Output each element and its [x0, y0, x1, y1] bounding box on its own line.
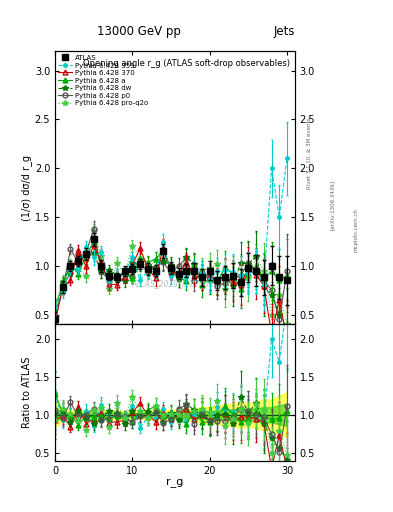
Text: Opening angle r_g (ATLAS soft-drop observables): Opening angle r_g (ATLAS soft-drop obser…: [83, 59, 290, 69]
X-axis label: r_g: r_g: [166, 478, 184, 488]
Polygon shape: [55, 404, 287, 426]
Legend: ATLAS, Pythia 6.428 359, Pythia 6.428 370, Pythia 6.428 a, Pythia 6.428 dw, Pyth: ATLAS, Pythia 6.428 359, Pythia 6.428 37…: [57, 53, 150, 108]
Text: [arXiv:1306.3436]: [arXiv:1306.3436]: [330, 180, 335, 230]
Y-axis label: (1/σ) dσ/d r_g: (1/σ) dσ/d r_g: [21, 155, 32, 221]
Text: Jets: Jets: [273, 26, 295, 38]
Text: mcplots.cern.ch: mcplots.cern.ch: [354, 208, 359, 252]
Polygon shape: [55, 393, 287, 438]
Y-axis label: Ratio to ATLAS: Ratio to ATLAS: [22, 357, 32, 428]
Text: 13000 GeV pp: 13000 GeV pp: [97, 26, 181, 38]
Text: Rivet 3.1.10, ≥ 3M events: Rivet 3.1.10, ≥ 3M events: [307, 118, 312, 189]
Text: ATLAS_2019_I1772062: ATLAS_2019_I1772062: [131, 279, 219, 288]
